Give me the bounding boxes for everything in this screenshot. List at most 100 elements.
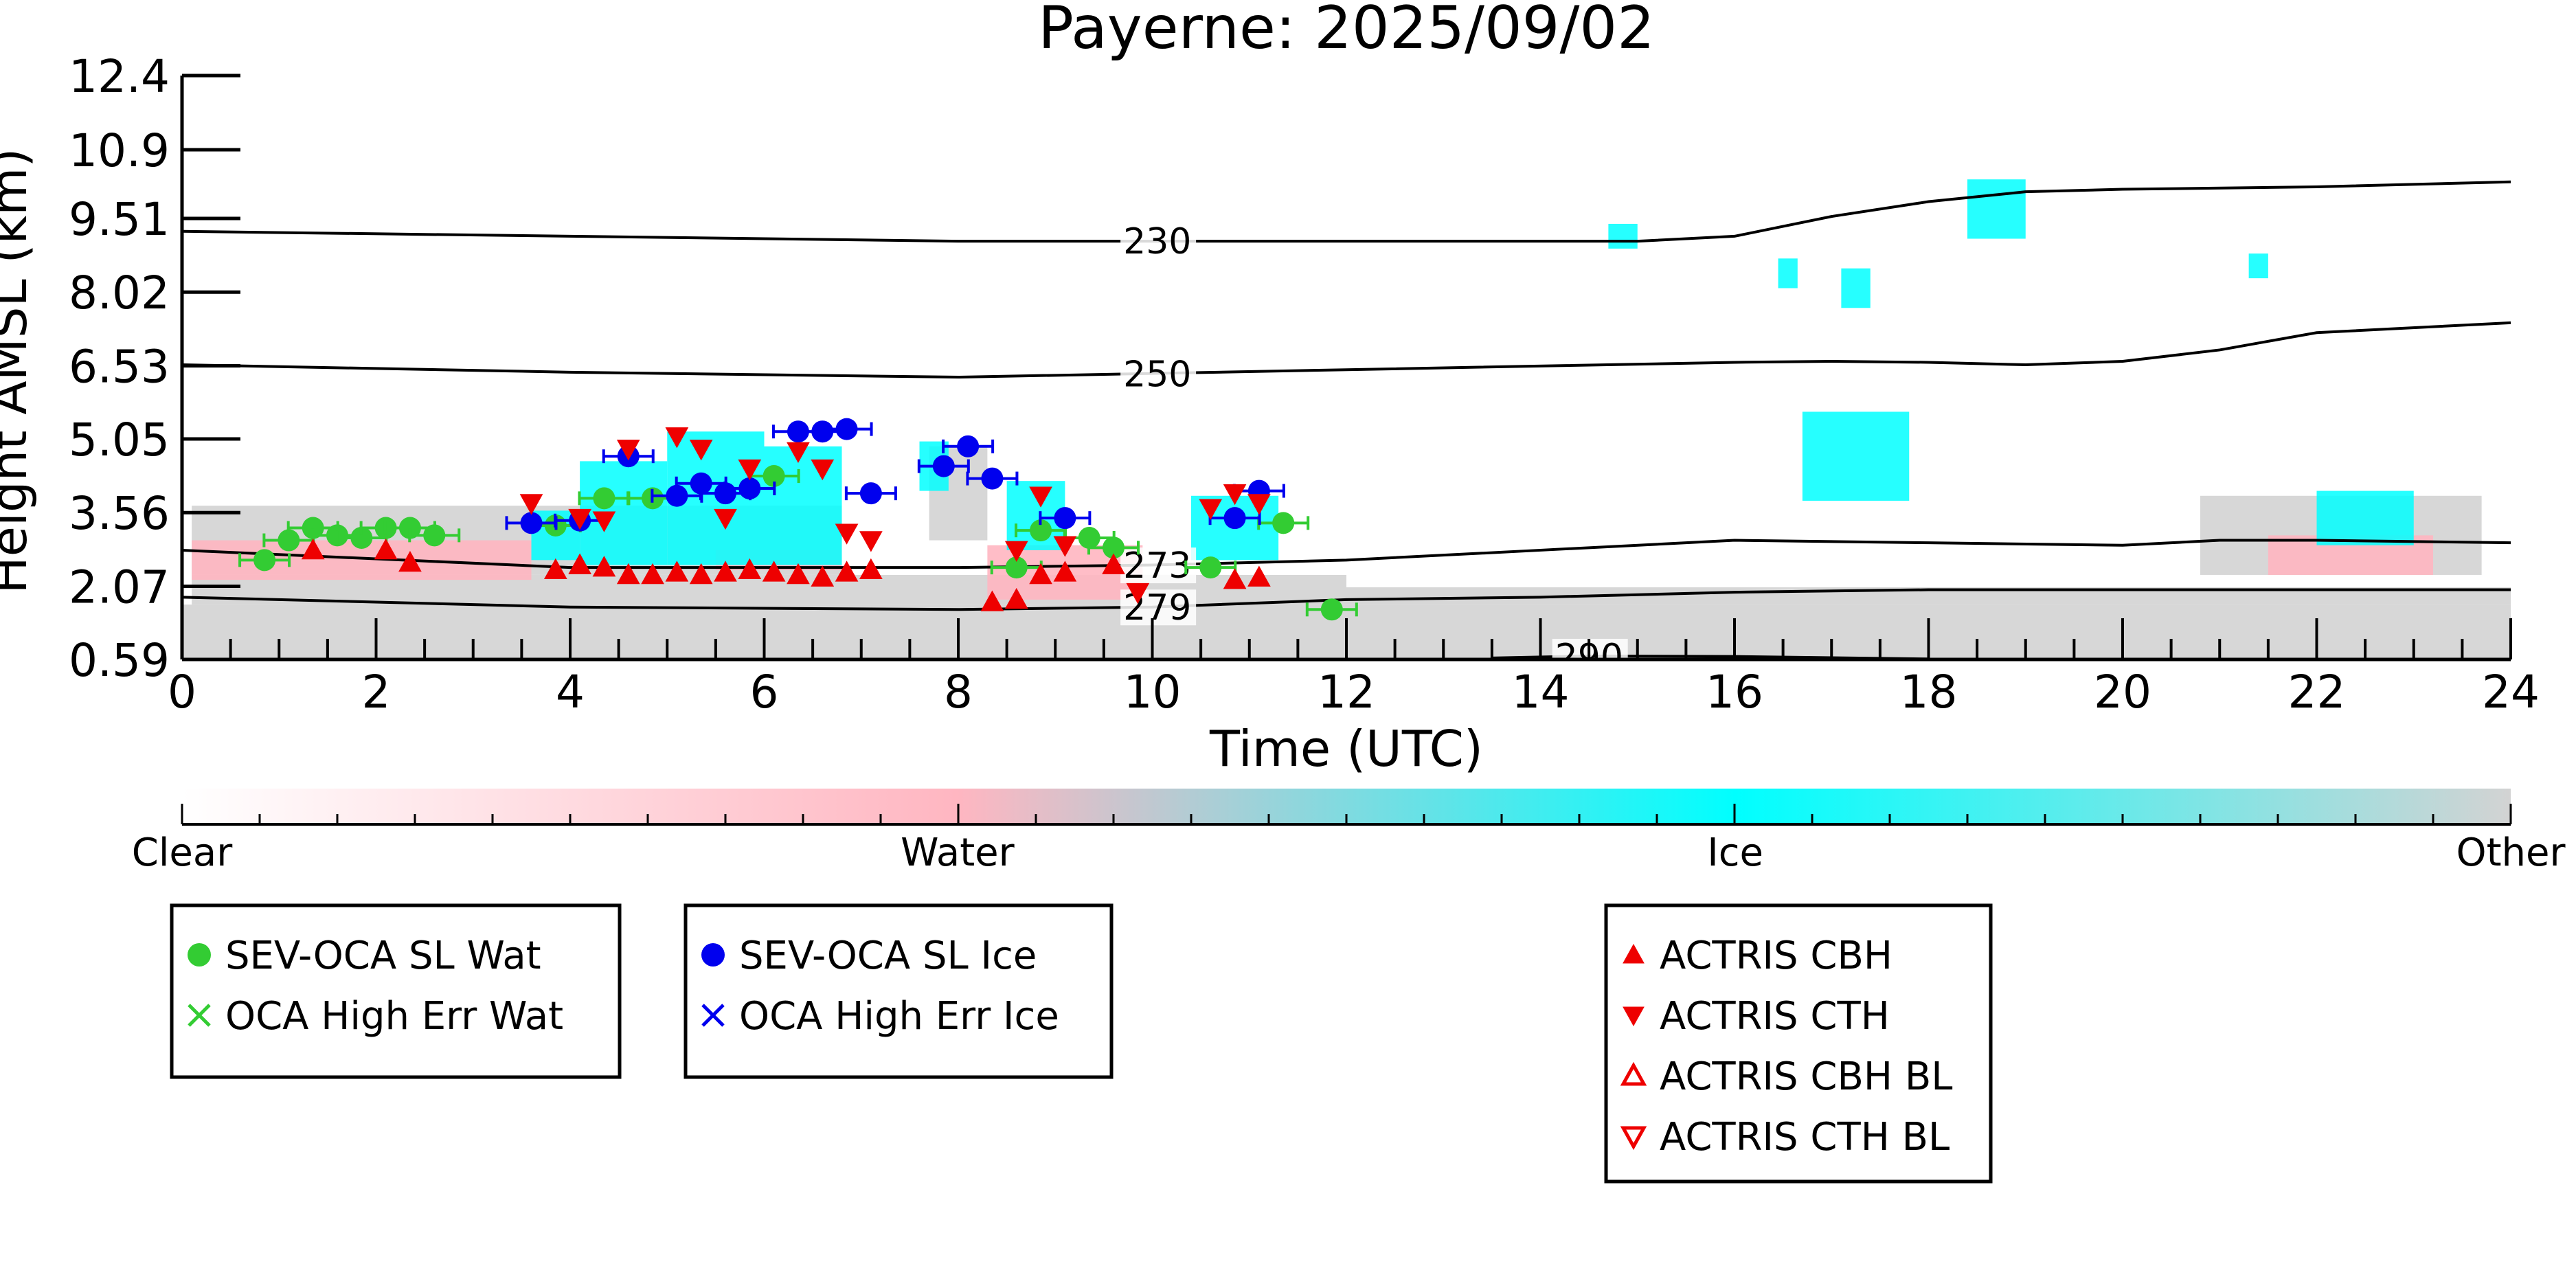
data-point — [714, 561, 737, 582]
data-point — [738, 459, 762, 481]
data-point — [616, 440, 640, 461]
y-tick-label: 8.02 — [69, 267, 170, 319]
contour-label-250: 250 — [1123, 354, 1191, 395]
chart-title: Payerne: 2025/09/02 — [1038, 0, 1655, 63]
legend-entry: OCA High Err Ice — [701, 994, 1059, 1039]
data-point — [811, 459, 835, 481]
data-point — [1078, 526, 1100, 549]
legend-entry: OCA High Err Wat — [188, 994, 563, 1039]
data-point — [762, 561, 786, 582]
data-point — [690, 472, 712, 495]
contour-230 — [182, 180, 2511, 243]
legend-marker — [701, 943, 725, 967]
data-point — [738, 558, 762, 580]
legend-box: ACTRIS CBH ACTRIS CTH ACTRIS CBH BL ACTRIS … — [1604, 903, 1993, 1184]
data-point — [568, 553, 591, 574]
data-point — [859, 482, 882, 505]
series-actris-cbh — [301, 538, 1271, 611]
y-tick-label: 5.05 — [69, 414, 170, 466]
data-point — [641, 563, 664, 585]
x-tick-label: 14 — [1512, 666, 1570, 719]
data-point — [1004, 587, 1028, 609]
data-point — [738, 477, 761, 499]
data-point — [592, 556, 616, 577]
data-point — [957, 435, 980, 457]
x-tick-label: 6 — [750, 666, 779, 719]
cloud-region-ice — [1608, 223, 1638, 249]
data-point — [665, 427, 689, 449]
legend-label: ACTRIS CTH — [1660, 994, 1890, 1039]
data-point — [592, 511, 616, 532]
x-axis-label: Time (UTC) — [1209, 720, 1483, 778]
data-point — [1199, 499, 1223, 520]
x-tick-label: 8 — [944, 666, 973, 719]
colorbar-label: Clear — [132, 831, 233, 875]
data-point — [423, 524, 446, 547]
data-point — [714, 508, 737, 530]
legend-entry: ACTRIS CBH BL — [1620, 1054, 1952, 1099]
cloud-region-ice — [1967, 179, 2026, 239]
data-point — [932, 455, 955, 477]
y-tick-label: 6.53 — [69, 340, 170, 393]
data-point — [1103, 536, 1125, 559]
data-point — [568, 508, 591, 530]
data-point — [1126, 583, 1150, 605]
legend-box: SEV-OCA SL Ice OCA High Err Ice — [683, 903, 1114, 1079]
data-point — [519, 494, 543, 515]
x-tick-label: 20 — [2094, 666, 2151, 719]
x-tick-label: 0 — [168, 666, 196, 719]
x-tick-label: 4 — [556, 666, 585, 719]
x-tick-label: 2 — [362, 666, 391, 719]
data-point — [301, 538, 325, 560]
legend-box: SEV-OCA SL Wat OCA High Err Wat — [170, 903, 622, 1079]
legend-label: SEV-OCA SL Wat — [225, 934, 541, 978]
contour-279 — [182, 588, 2511, 611]
data-point — [1102, 553, 1125, 574]
data-point — [253, 549, 276, 572]
legend-entry: ACTRIS CTH BL — [1620, 1115, 1950, 1160]
legend-entry: ACTRIS CTH — [1623, 994, 1890, 1039]
data-point — [835, 523, 859, 545]
contour-label-230: 230 — [1123, 221, 1191, 262]
data-point — [762, 464, 785, 487]
legend-marker — [1623, 943, 1645, 964]
data-point — [1029, 486, 1052, 508]
data-point — [1053, 561, 1077, 582]
data-point — [1223, 507, 1246, 530]
x-tick-label: 10 — [1124, 666, 1182, 719]
legend-label: ACTRIS CTH BL — [1660, 1115, 1950, 1160]
data-point — [1223, 484, 1247, 506]
data-point — [1247, 494, 1271, 515]
data-point — [980, 590, 1004, 611]
y-tick-label: 0.59 — [69, 634, 170, 687]
data-point — [859, 558, 883, 580]
x-tick-label: 16 — [1706, 666, 1763, 719]
data-point — [543, 558, 567, 580]
contour-273 — [182, 539, 2511, 569]
data-point — [1029, 563, 1052, 585]
contour-250 — [182, 321, 2511, 379]
cloud-region-ice — [1778, 258, 1798, 289]
data-point — [616, 563, 640, 585]
x-tick-label: 18 — [1900, 666, 1958, 719]
colorbar: Clear Water Ice Other — [132, 789, 2566, 875]
plot-area: 23025027327929012.410.99.518.026.535.053… — [69, 50, 2540, 719]
data-point — [665, 561, 689, 582]
x-tick-label: 12 — [1318, 666, 1375, 719]
data-point — [593, 487, 615, 510]
data-point — [1272, 512, 1295, 534]
data-point — [1320, 598, 1343, 621]
data-point — [1054, 507, 1076, 530]
data-point — [520, 512, 543, 534]
data-point — [835, 561, 859, 582]
y-tick-label: 2.07 — [69, 561, 170, 613]
data-point — [689, 563, 713, 585]
data-point — [811, 565, 835, 587]
data-point — [666, 484, 688, 507]
legend-marker — [1620, 1126, 1647, 1151]
contour-label-273: 273 — [1123, 545, 1191, 587]
data-point — [1199, 556, 1222, 579]
legend-marker — [1623, 1006, 1645, 1027]
